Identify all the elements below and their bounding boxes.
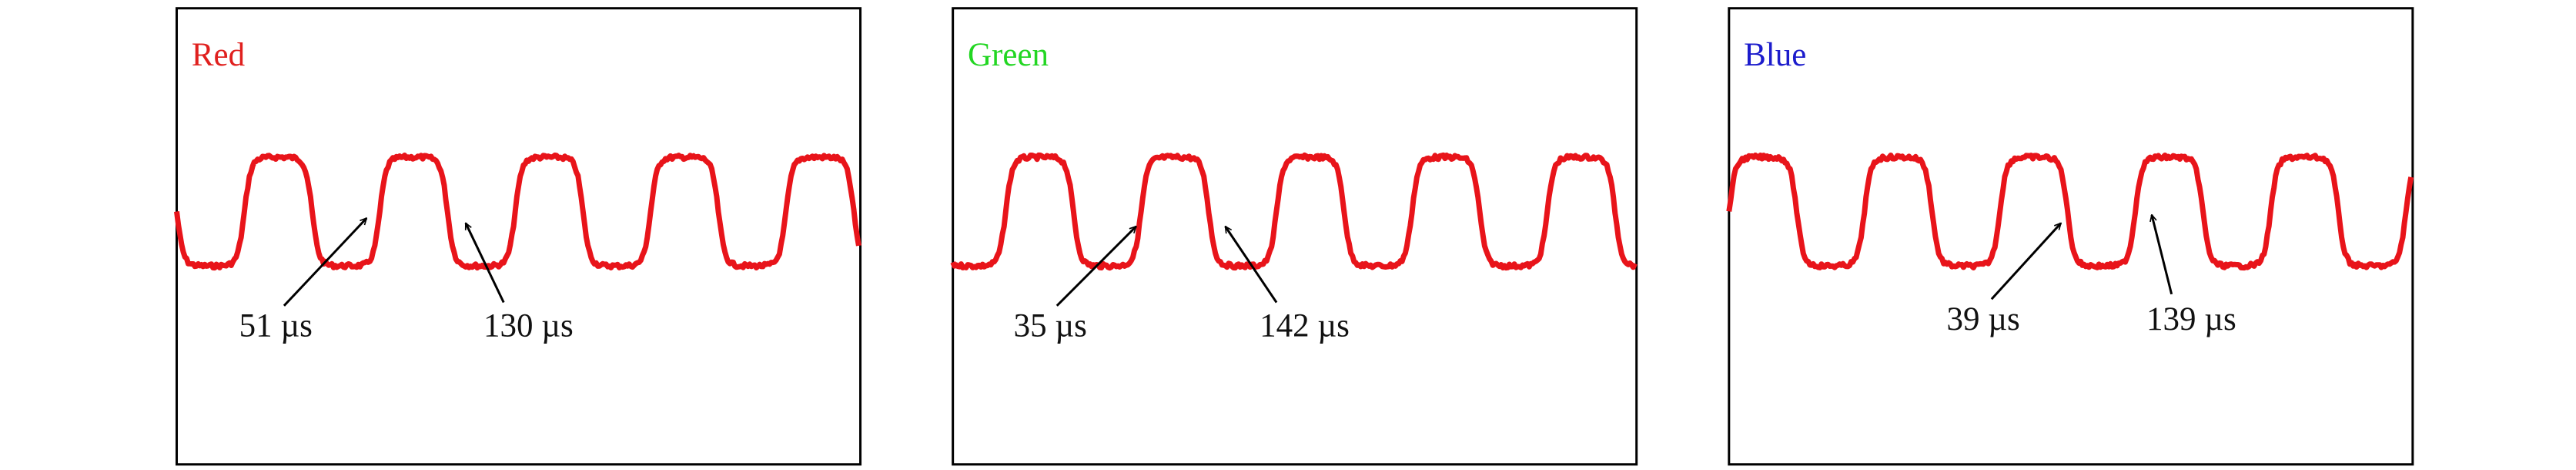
panel-title: Red <box>192 37 245 73</box>
annotation-arrow <box>464 223 505 304</box>
annotation-arrow <box>1055 227 1136 307</box>
annotation-arrow <box>1990 223 2061 300</box>
waveform <box>950 152 1638 271</box>
annotation-label: 139 µs <box>2146 301 2236 337</box>
panel-frame <box>176 7 862 466</box>
annotation-label: 39 µs <box>1947 301 2020 337</box>
annotation-arrow <box>1224 227 1278 304</box>
waveform <box>174 153 861 271</box>
annotation-arrow <box>283 218 366 307</box>
panel-title: Green <box>968 37 1049 73</box>
annotation-label: 51 µs <box>239 308 313 344</box>
panel-frame <box>1728 7 2414 466</box>
annotation-arrow <box>2152 215 2173 295</box>
panel-frame <box>952 7 1638 466</box>
annotation-label: 130 µs <box>483 308 574 344</box>
annotation-label: 142 µs <box>1260 308 1350 344</box>
waveform <box>1726 153 2414 271</box>
annotation-label: 35 µs <box>1014 308 1087 344</box>
panel-title: Blue <box>1744 37 1806 73</box>
